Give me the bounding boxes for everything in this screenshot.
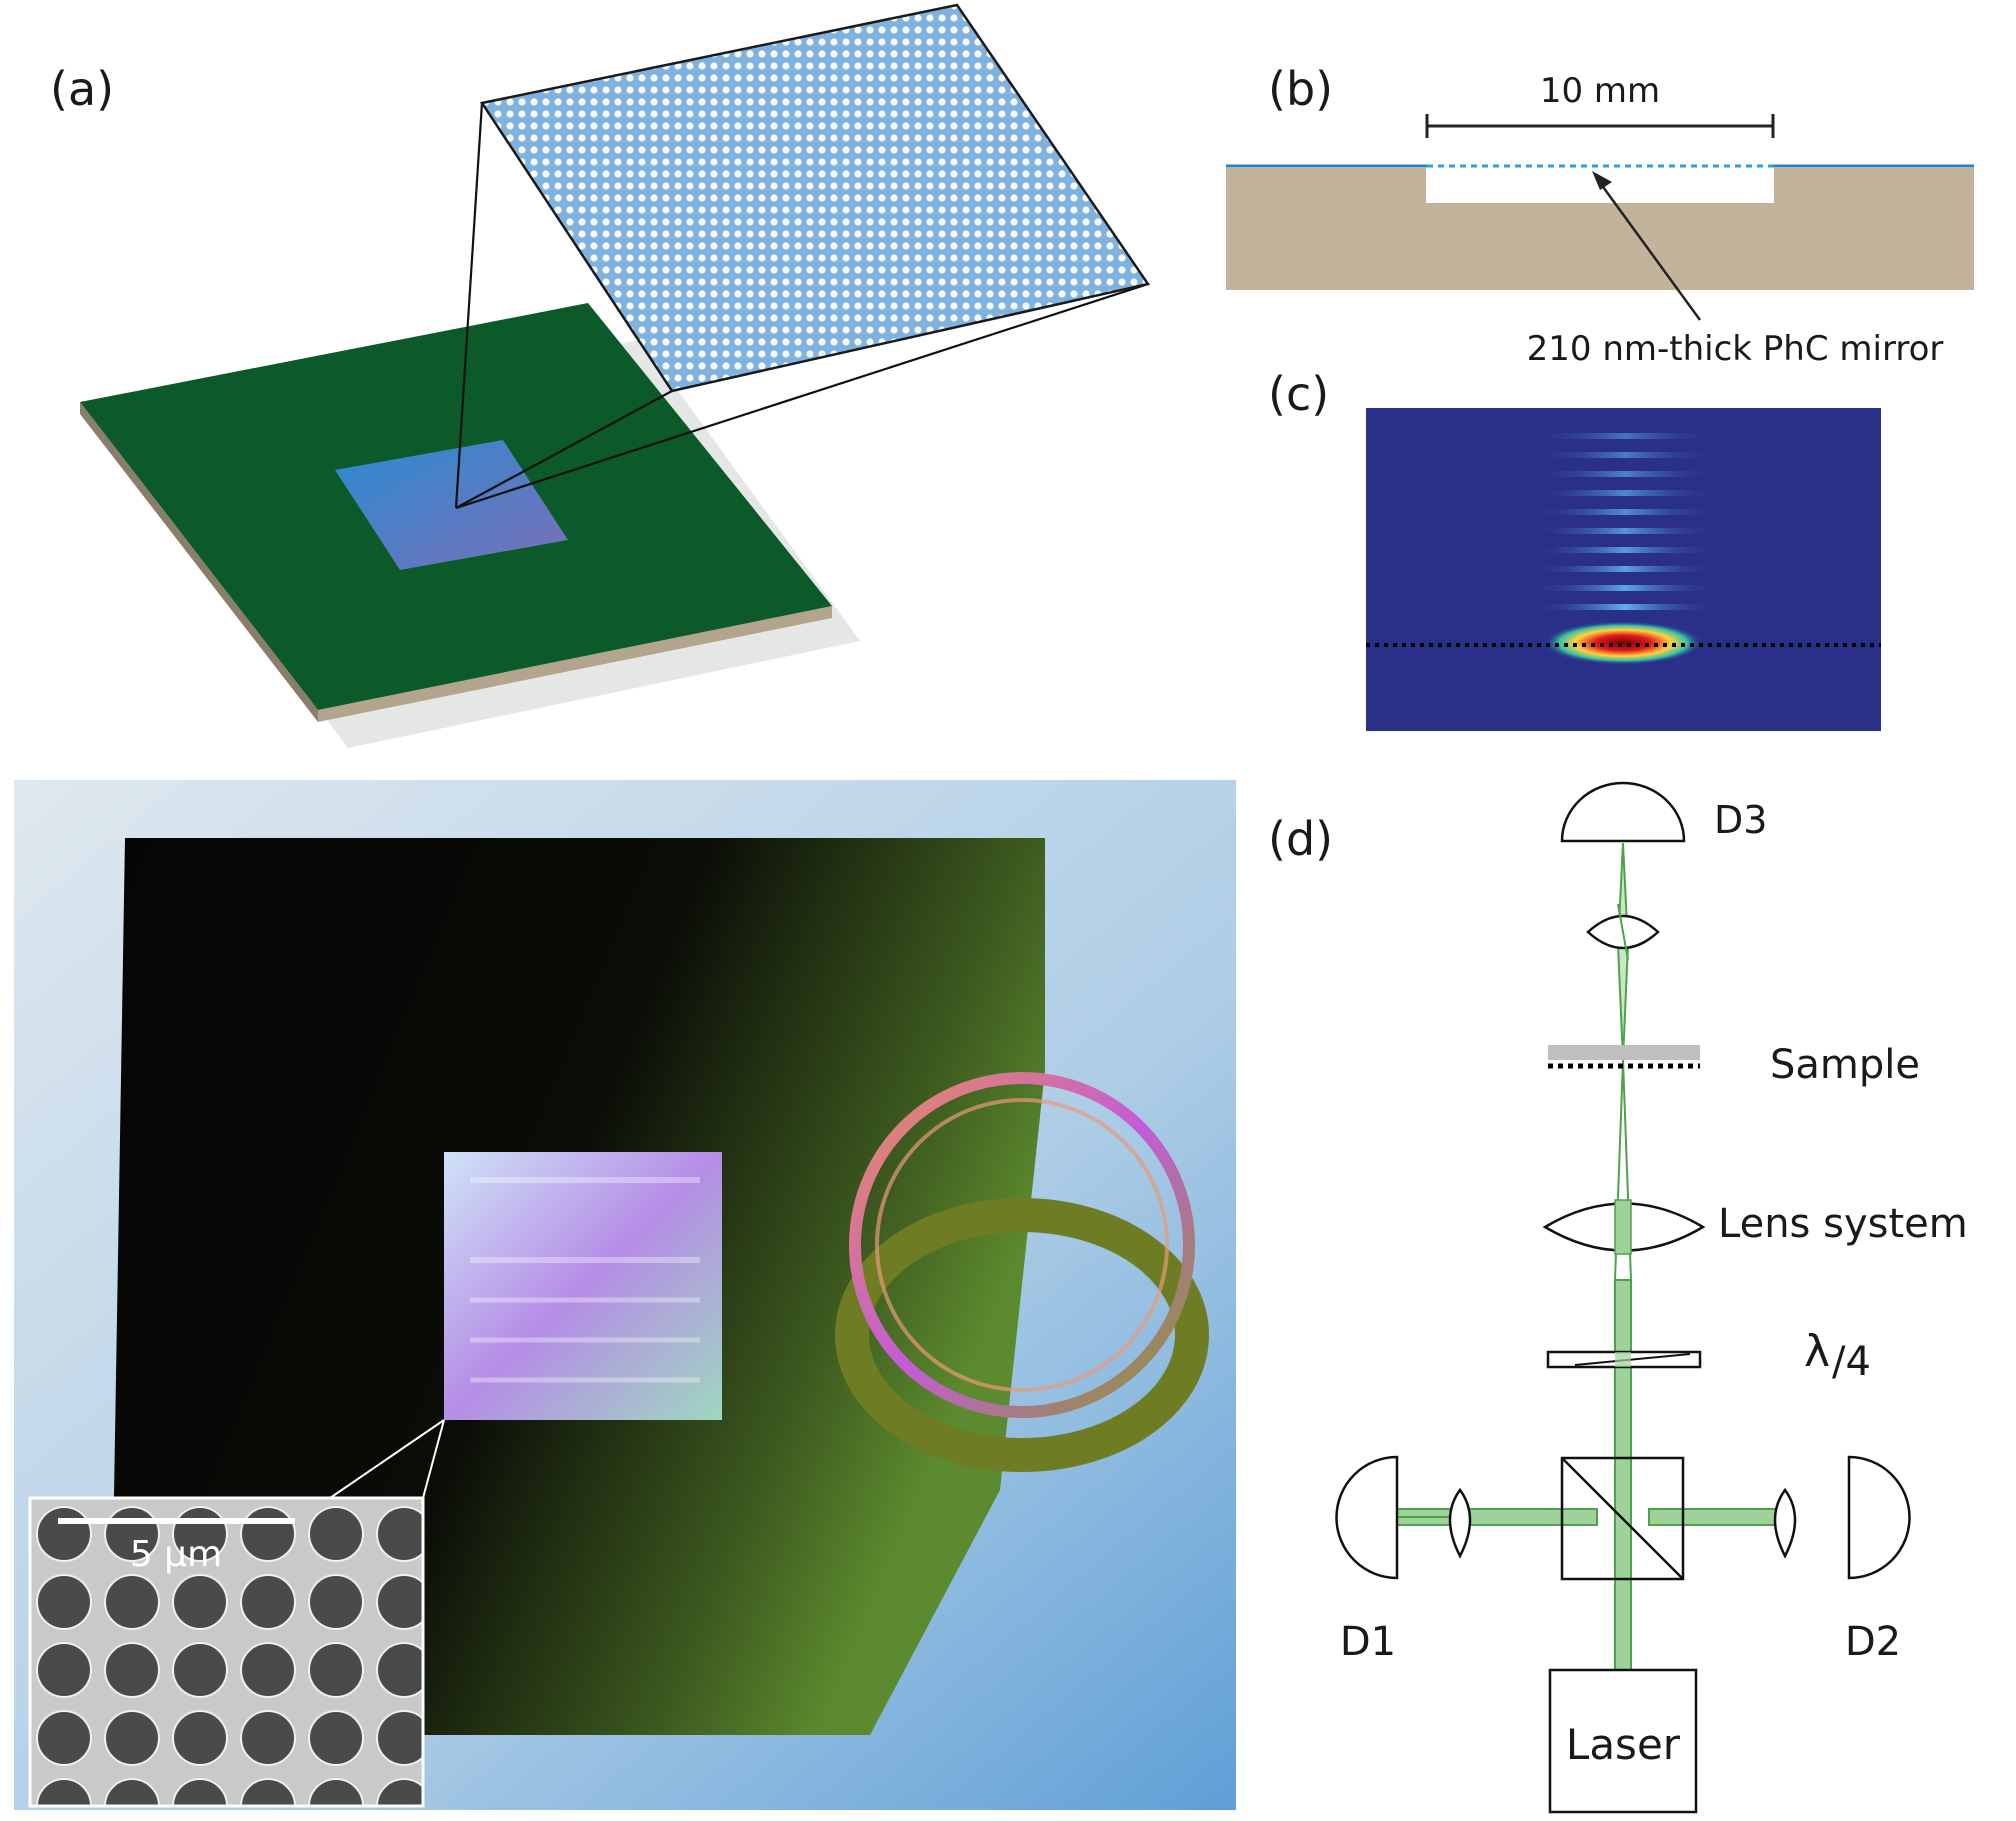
- substrate-edge-front: [318, 606, 832, 722]
- frame-cross-section: [1226, 168, 1974, 290]
- panel-a: (a): [50, 3, 1151, 748]
- phc-membrane-zoom: [479, 3, 1151, 393]
- beam-splitter: [1560, 1456, 1685, 1581]
- ring-spacer-side: [835, 1198, 1209, 1472]
- sem-scale-label: 5 µm: [130, 1534, 222, 1575]
- laser-label: Laser: [1566, 1720, 1681, 1769]
- detector-d1: [1335, 1455, 1399, 1580]
- panel-c: (c): [1268, 367, 1881, 731]
- scale-10mm-label: 10 mm: [1540, 71, 1660, 111]
- zoom-line-1: [454, 102, 484, 509]
- ring-spacer-inner: [875, 1098, 1169, 1392]
- panel-c-label: (c): [1268, 367, 1329, 421]
- sample-label: Sample: [1770, 1042, 1920, 1088]
- waveplate-label-fraction: /4: [1832, 1339, 1871, 1385]
- lens-system-label: Lens system: [1718, 1201, 1968, 1247]
- detector-d3-label: D3: [1714, 798, 1767, 842]
- field-hotspot: [1543, 621, 1703, 665]
- beam-focus-upper: [1616, 842, 1630, 1061]
- inset-zoom-line-1: [329, 1419, 445, 1499]
- mirror-pointer-arrow: [1596, 179, 1702, 321]
- panel-d-label: (d): [1268, 812, 1333, 866]
- panel-b-label: (b): [1268, 62, 1333, 116]
- substrate-edge-left: [80, 402, 318, 722]
- detector-d1-label: D1: [1340, 1619, 1396, 1665]
- zoom-line-3: [455, 282, 1149, 510]
- ring-spacer-top: [849, 1072, 1195, 1418]
- beam-right: [1648, 1508, 1780, 1526]
- laser-box: [1548, 1668, 1698, 1814]
- lens-right: [1773, 1487, 1797, 1559]
- panel-b: (b) 10 mm 210 nm-thick PhC mirror: [1226, 62, 1974, 369]
- sample-photo: 5 µm: [14, 780, 1236, 1810]
- inset-zoom-line-2: [422, 1419, 445, 1499]
- mirror-label: 210 nm-thick PhC mirror: [1527, 329, 1944, 369]
- detector-d2-label: D2: [1845, 1619, 1901, 1665]
- window-pattern: [470, 1177, 700, 1383]
- zoom-line-2: [455, 390, 673, 509]
- beam-splitter-diagonal: [1561, 1457, 1684, 1580]
- sample-frame: [1548, 1045, 1700, 1060]
- sem-inset: [28, 1496, 425, 1808]
- phc-chip: [335, 440, 568, 570]
- detector-d2: [1847, 1455, 1911, 1580]
- detector-d3: [1560, 781, 1686, 843]
- lens-left: [1448, 1487, 1472, 1559]
- mirror-pointer-arrowhead: [1592, 171, 1612, 190]
- field-fringes: [1530, 433, 1720, 610]
- waveplate-label-lambda: λ: [1804, 1326, 1830, 1377]
- beam-vertical-lower: [1614, 1279, 1632, 1671]
- panel-a-label: (a): [50, 62, 114, 116]
- phc-window-photo: [444, 1152, 722, 1420]
- panel-d: (d) D3 Sample Lens system λ /4: [1268, 781, 1968, 1814]
